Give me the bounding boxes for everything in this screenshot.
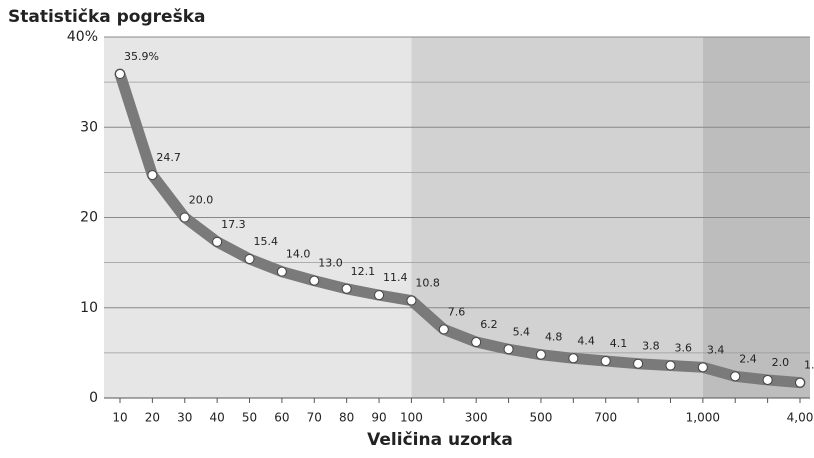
x-tick-label: 30 — [177, 411, 192, 425]
point — [762, 374, 773, 385]
x-tick-label: 10 — [112, 411, 127, 425]
data-label: 4.1 — [610, 337, 628, 350]
point — [665, 360, 676, 371]
data-label: 3.6 — [674, 342, 692, 355]
point — [374, 290, 385, 301]
point — [503, 344, 514, 355]
point — [244, 254, 255, 265]
x-tick-label: 60 — [274, 411, 289, 425]
point — [600, 355, 611, 366]
y-tick-label: 10 — [80, 300, 98, 316]
data-label: 20.0 — [189, 194, 214, 207]
data-label: 6.2 — [480, 318, 498, 331]
x-tick-label: 1,000 — [686, 411, 720, 425]
data-label: 17.3 — [221, 218, 246, 231]
x-tick-label: 70 — [307, 411, 322, 425]
data-label: 4.4 — [577, 334, 595, 347]
y-tick-label: 0 — [89, 390, 98, 406]
point — [438, 324, 449, 335]
point — [115, 69, 125, 80]
data-label: 14.0 — [286, 248, 311, 261]
x-tick-label: 700 — [594, 411, 617, 425]
data-label: 7.6 — [448, 305, 466, 318]
point — [406, 295, 417, 306]
point — [795, 377, 805, 388]
y-tick-label: 20 — [80, 210, 98, 226]
data-label: 15.4 — [254, 235, 279, 248]
x-tick-label: 4,00 — [787, 411, 814, 425]
data-label: 24.7 — [156, 151, 181, 164]
data-label: 3.4 — [707, 343, 725, 356]
point — [535, 349, 546, 360]
data-label: 3.8 — [642, 340, 660, 353]
y-tick-label: 30 — [80, 119, 98, 135]
data-label: 4.8 — [545, 331, 563, 344]
data-label: 35.9% — [124, 50, 159, 63]
point — [697, 362, 708, 373]
x-tick-label: 50 — [242, 411, 257, 425]
x-tick-label: 40 — [210, 411, 225, 425]
y-tick-label: 40% — [67, 29, 98, 45]
point — [276, 266, 287, 277]
x-tick-label: 100 — [400, 411, 423, 425]
data-label: 10.8 — [415, 277, 440, 290]
point — [730, 371, 741, 382]
data-label: 12.1 — [351, 265, 376, 278]
point — [309, 275, 320, 286]
point — [568, 353, 579, 364]
line — [114, 68, 806, 389]
x-tick-label: 80 — [339, 411, 354, 425]
point — [633, 358, 644, 369]
data-label: 1.7 — [804, 359, 814, 372]
x-tick-label: 300 — [465, 411, 488, 425]
data-label: 5.4 — [513, 325, 531, 338]
point — [341, 283, 352, 294]
data-label: 13.0 — [318, 257, 343, 270]
data-label: 2.4 — [739, 352, 757, 365]
point — [147, 170, 158, 181]
point — [212, 236, 223, 247]
data-label: 2.0 — [772, 356, 790, 369]
x-tick-label: 500 — [529, 411, 552, 425]
x-tick-label: 20 — [145, 411, 160, 425]
chart-title: Statistička pogreška — [8, 7, 205, 27]
data-label: 11.4 — [383, 271, 408, 284]
x-axis-label: Veličina uzorka — [367, 430, 513, 450]
x-tick-label: 90 — [371, 411, 386, 425]
point — [179, 212, 190, 223]
point — [471, 337, 482, 348]
